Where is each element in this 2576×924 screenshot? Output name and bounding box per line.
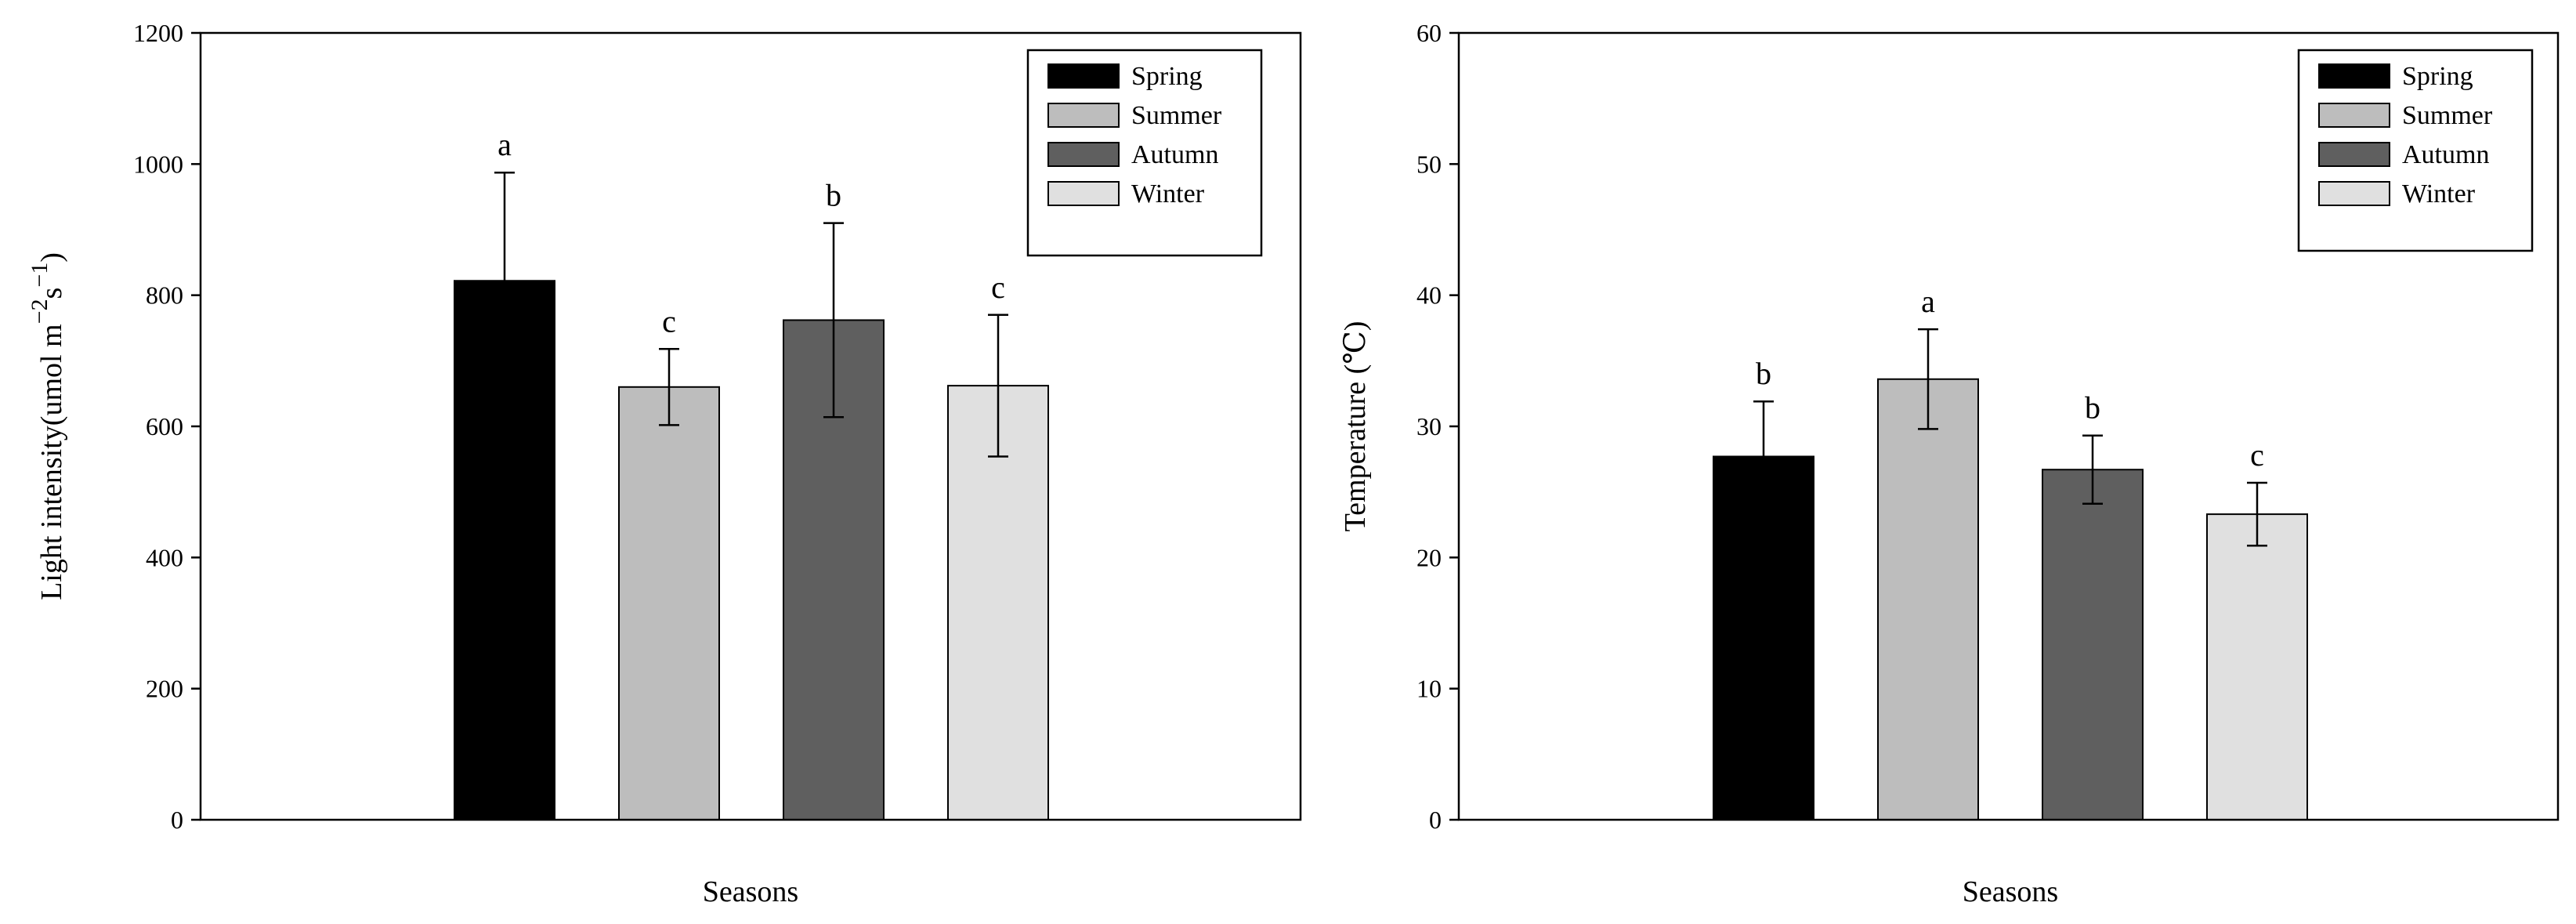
significance-letter: c (2250, 437, 2264, 473)
y-tick-label: 0 (1429, 806, 1442, 834)
legend-label-winter: Winter (1131, 179, 1205, 208)
y-tick-label: 30 (1416, 412, 1442, 440)
y-tick-label: 800 (146, 281, 183, 310)
significance-letter: c (991, 270, 1005, 305)
significance-letter: b (1756, 356, 1771, 391)
bar-autumn (2042, 469, 2144, 821)
y-tick-label: 50 (1416, 150, 1442, 178)
bar-summer (1877, 378, 1979, 821)
y-tick-label: 40 (1416, 281, 1442, 310)
x-axis-title: Seasons (1963, 875, 2058, 908)
significance-letter: b (826, 178, 841, 213)
y-axis-title-superscript: −1 (27, 263, 52, 288)
y-tick-label: 1000 (133, 150, 183, 178)
y-tick-label: 10 (1416, 675, 1442, 703)
y-tick-label: 200 (146, 675, 183, 703)
significance-letter: a (1921, 284, 1935, 319)
legend-swatch-spring (1047, 63, 1120, 89)
significance-letter: b (2085, 390, 2100, 426)
legend-swatch-summer (1047, 103, 1120, 128)
legend-label-autumn: Autumn (2402, 140, 2489, 169)
legend-label-spring: Spring (1131, 62, 1203, 91)
y-axis-title-superscript: −2 (27, 299, 52, 324)
legend-swatch-winter (1047, 181, 1120, 206)
legend-label-autumn: Autumn (1131, 140, 1218, 169)
y-tick-label: 1200 (133, 19, 183, 47)
legend-label-winter: Winter (2402, 179, 2476, 208)
legend-label-summer: Summer (2402, 101, 2493, 130)
legend-label-spring: Spring (2402, 62, 2473, 91)
y-axis-title-main: Light intensity(umol m (35, 324, 68, 600)
bar-spring (1713, 455, 1814, 821)
y-tick-label: 0 (171, 806, 183, 834)
y-axis-title: Light intensity(umol m−2s−1) (27, 252, 68, 600)
y-tick-label: 600 (146, 412, 183, 440)
x-axis-title: Seasons (703, 875, 798, 908)
legend-swatch-autumn (2318, 142, 2390, 167)
legend-swatch-spring (2318, 63, 2390, 89)
bar-summer (618, 386, 720, 821)
legend-label-summer: Summer (1131, 101, 1222, 130)
legend-swatch-summer (2318, 103, 2390, 128)
y-axis-title: Temperature (℃) (1339, 321, 1372, 532)
light-intensity-chart: a c b c 0 200 400 600 800 1000 1200 Seasons Light in… (27, 19, 1302, 908)
y-tick-label: 400 (146, 543, 183, 571)
temperature-chart: b a b c 0 10 20 30 40 50 60 Seasons Temperature (℃) S… (1339, 19, 2560, 908)
significance-letter: c (662, 303, 676, 339)
y-tick-label: 20 (1416, 543, 1442, 571)
legend-swatch-autumn (1047, 142, 1120, 167)
legend-swatch-winter (2318, 181, 2390, 206)
bar-winter (2206, 513, 2308, 821)
y-axis-title-end: ) (35, 252, 68, 263)
significance-letter: a (497, 127, 512, 162)
y-tick-label: 60 (1416, 19, 1442, 47)
y-axis-title-unit: s (35, 288, 68, 299)
